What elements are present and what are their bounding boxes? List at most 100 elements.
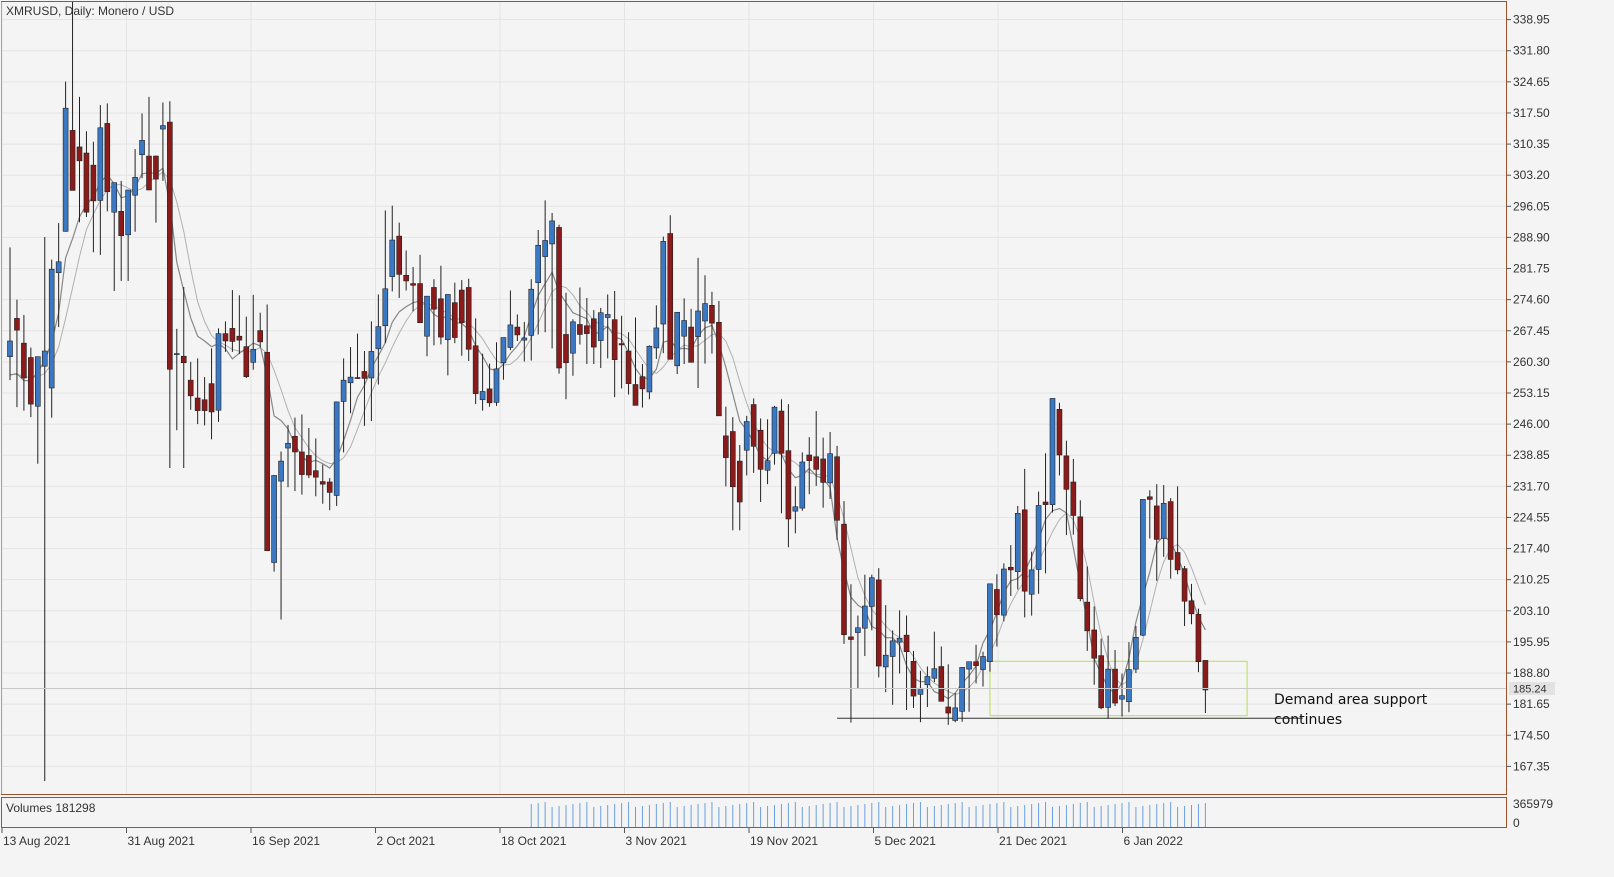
candle-body bbox=[340, 379, 347, 402]
candle-body bbox=[556, 227, 562, 369]
candle-body bbox=[1056, 409, 1063, 456]
candle-body bbox=[319, 481, 326, 485]
candle-body bbox=[34, 356, 41, 407]
candle-body bbox=[229, 328, 236, 342]
candle-body bbox=[702, 303, 708, 322]
candle-body bbox=[716, 321, 722, 417]
candle-body bbox=[431, 287, 437, 310]
y-tick-label: 167.35 bbox=[1513, 759, 1550, 773]
candle-body bbox=[257, 330, 264, 343]
candle-body bbox=[924, 676, 931, 686]
y-tick-label: 224.55 bbox=[1513, 510, 1550, 524]
candle-body bbox=[827, 453, 833, 484]
candle-body bbox=[604, 314, 611, 318]
candle-body bbox=[813, 456, 820, 470]
time-axis[interactable]: 13 Aug 2021 31 Aug 2021 16 Sep 2021 2 Oct 2… bbox=[1, 828, 1183, 848]
candle-body bbox=[285, 442, 291, 449]
candle-body bbox=[1070, 481, 1077, 516]
y-tick-label: 324.65 bbox=[1513, 75, 1550, 89]
price-chart[interactable]: 338.95 331.80 324.65 317.50 310.35 303.20 296.… bbox=[0, 0, 1568, 852]
candle-body bbox=[111, 182, 118, 213]
candle-body bbox=[500, 337, 507, 364]
x-tick-label: 2 Oct 2021 bbox=[377, 834, 436, 848]
candle-body bbox=[792, 506, 799, 512]
y-tick-label: 217.40 bbox=[1513, 542, 1550, 556]
candle-body bbox=[862, 605, 868, 629]
candle-body bbox=[41, 350, 48, 367]
candle-body bbox=[994, 589, 1000, 616]
candle-body bbox=[959, 667, 965, 712]
candle-body bbox=[646, 345, 653, 393]
candle-body bbox=[180, 355, 187, 364]
candle-body bbox=[674, 311, 681, 367]
candle-body bbox=[306, 455, 312, 476]
candle-body bbox=[410, 283, 416, 286]
candle-body bbox=[667, 233, 674, 360]
candle-body bbox=[785, 450, 792, 520]
candle-body bbox=[1014, 513, 1021, 572]
candle-body bbox=[931, 668, 938, 679]
candle-body bbox=[507, 324, 514, 348]
candle-body bbox=[1112, 668, 1118, 704]
candle-body bbox=[299, 451, 305, 475]
x-tick-label: 3 Nov 2021 bbox=[626, 834, 688, 848]
candle-body bbox=[660, 241, 667, 325]
candle-body bbox=[153, 155, 159, 180]
candle-body bbox=[917, 687, 924, 695]
candle-body bbox=[83, 152, 90, 213]
candle-body bbox=[1007, 566, 1014, 571]
x-tick-label: 21 Dec 2021 bbox=[999, 834, 1067, 848]
y-tick-label: 281.75 bbox=[1513, 262, 1550, 276]
candle-body bbox=[938, 666, 945, 702]
candle-body bbox=[820, 458, 826, 483]
candle-body bbox=[764, 460, 771, 471]
candle-body bbox=[639, 376, 646, 390]
candle-body bbox=[1049, 398, 1056, 505]
candle-body bbox=[1028, 569, 1035, 595]
candle-body bbox=[333, 401, 340, 496]
candle-body bbox=[445, 294, 451, 340]
y-tick-label: 267.45 bbox=[1513, 324, 1550, 338]
candle-body bbox=[653, 327, 660, 349]
candle-body bbox=[1063, 455, 1070, 490]
candle-body bbox=[69, 130, 76, 191]
candle-body bbox=[7, 340, 13, 357]
candle-body bbox=[208, 383, 215, 413]
candle-body bbox=[21, 342, 27, 379]
candle-body bbox=[104, 123, 111, 193]
candle-body bbox=[347, 376, 354, 384]
candle-body bbox=[479, 391, 486, 401]
candle-body bbox=[945, 706, 952, 714]
y-tick-label: 331.80 bbox=[1513, 44, 1550, 58]
candle-body bbox=[368, 351, 375, 379]
candle-body bbox=[264, 352, 270, 552]
candle-body bbox=[771, 406, 778, 454]
candle-body bbox=[125, 189, 131, 236]
candle-body bbox=[882, 654, 889, 668]
candle-body bbox=[597, 312, 604, 341]
annotation-line-1: Demand area support bbox=[1274, 692, 1428, 708]
candle-body bbox=[271, 475, 277, 563]
y-tick-label: 238.85 bbox=[1513, 448, 1550, 462]
candle-body bbox=[62, 107, 69, 232]
candle-body bbox=[1091, 629, 1097, 659]
candle-body bbox=[806, 454, 813, 461]
candle-body bbox=[493, 368, 500, 403]
candle-body bbox=[535, 244, 542, 283]
price-axis[interactable]: 338.95 331.80 324.65 317.50 310.35 303.20 296.… bbox=[1506, 13, 1553, 830]
candles bbox=[7, 2, 1209, 781]
candle-body bbox=[1021, 509, 1028, 592]
candle-body bbox=[222, 333, 229, 342]
candle-body bbox=[118, 211, 124, 236]
candle-body bbox=[889, 640, 896, 657]
candle-body bbox=[1195, 613, 1202, 663]
candle-body bbox=[486, 388, 493, 404]
y-tick-label: 210.25 bbox=[1513, 573, 1550, 587]
x-tick-label: 18 Oct 2021 bbox=[501, 834, 567, 848]
candle-body bbox=[1188, 600, 1195, 615]
candle-body bbox=[417, 283, 423, 324]
candle-body bbox=[618, 343, 625, 346]
candle-body bbox=[146, 155, 152, 191]
candle-body bbox=[542, 240, 548, 257]
candle-body bbox=[903, 634, 910, 653]
